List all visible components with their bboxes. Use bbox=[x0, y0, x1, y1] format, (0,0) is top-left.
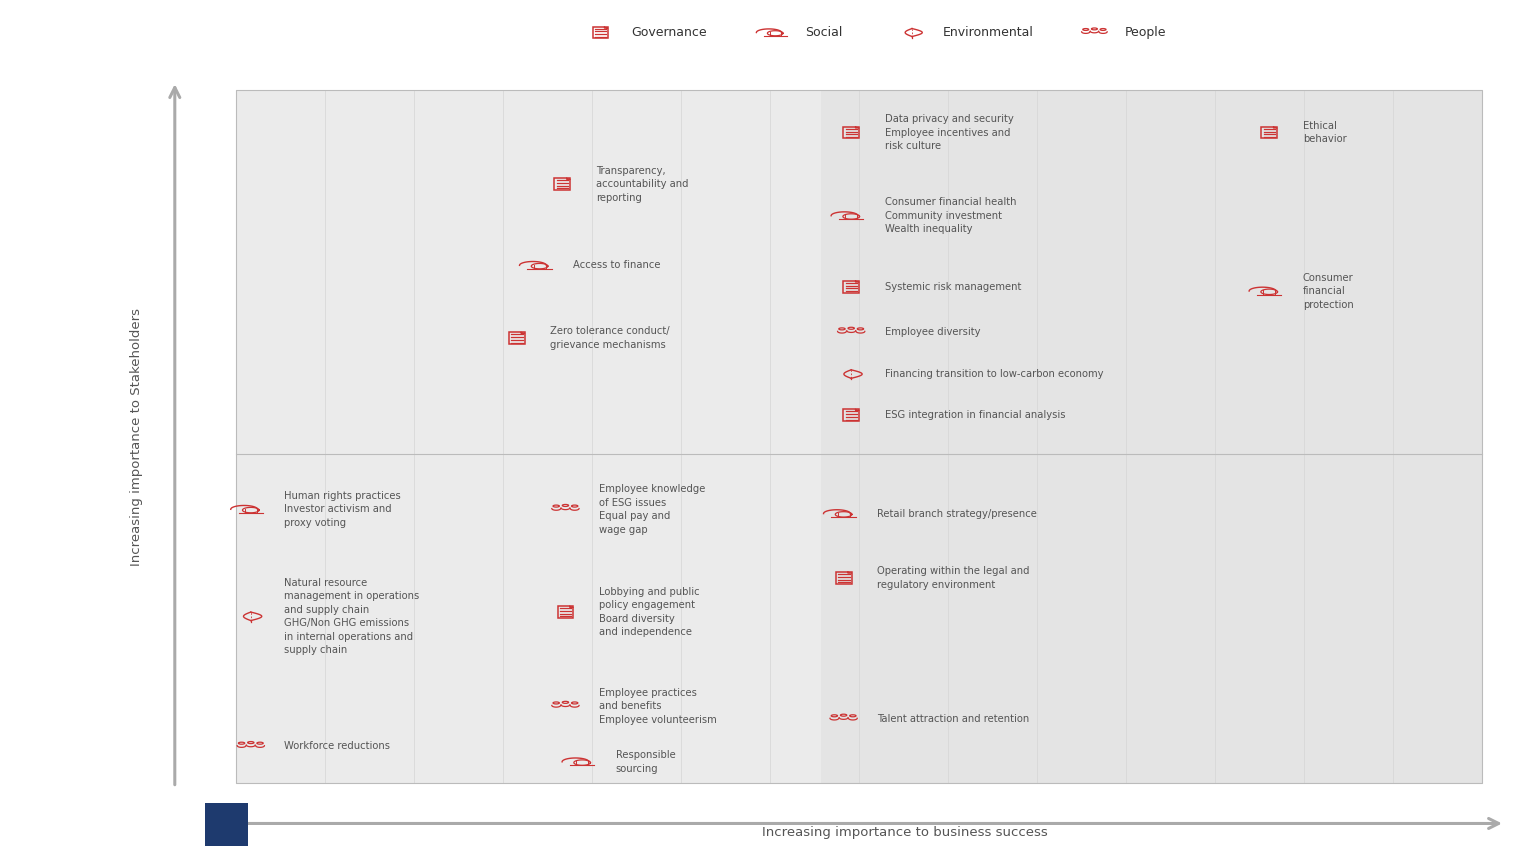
Text: Environmental: Environmental bbox=[942, 26, 1034, 39]
Text: Consumer: Consumer bbox=[1303, 272, 1353, 282]
Text: in internal operations and: in internal operations and bbox=[284, 632, 413, 641]
Text: People: People bbox=[1125, 26, 1166, 39]
Text: accountability and: accountability and bbox=[596, 179, 689, 189]
Text: Retail branch strategy/presence: Retail branch strategy/presence bbox=[877, 508, 1037, 519]
Text: GHG/Non GHG emissions: GHG/Non GHG emissions bbox=[284, 618, 409, 628]
Bar bbox=[205, 803, 248, 846]
Text: and benefits: and benefits bbox=[599, 701, 661, 711]
Text: Governance: Governance bbox=[631, 26, 707, 39]
Text: policy engagement: policy engagement bbox=[599, 600, 695, 610]
Text: Lobbying and public: Lobbying and public bbox=[599, 587, 699, 597]
Text: Increasing importance to Stakeholders: Increasing importance to Stakeholders bbox=[131, 307, 143, 566]
Text: Employee diversity: Employee diversity bbox=[885, 327, 980, 337]
Text: Access to finance: Access to finance bbox=[573, 260, 661, 270]
Text: Responsible: Responsible bbox=[616, 750, 675, 760]
Text: Operating within the legal and: Operating within the legal and bbox=[877, 566, 1029, 576]
Text: sourcing: sourcing bbox=[616, 764, 658, 774]
Text: Workforce reductions: Workforce reductions bbox=[284, 741, 391, 752]
Text: Zero tolerance conduct/: Zero tolerance conduct/ bbox=[550, 326, 670, 336]
Text: Systemic risk management: Systemic risk management bbox=[885, 282, 1021, 292]
Text: financial: financial bbox=[1303, 286, 1345, 296]
Text: Data privacy and security: Data privacy and security bbox=[885, 114, 1014, 124]
Text: Employee knowledge: Employee knowledge bbox=[599, 484, 705, 494]
Bar bbox=[821, 90, 1482, 454]
Text: Consumer financial health: Consumer financial health bbox=[885, 197, 1017, 207]
Text: and supply chain: and supply chain bbox=[284, 604, 369, 615]
Bar bbox=[236, 90, 821, 454]
Text: Talent attraction and retention: Talent attraction and retention bbox=[877, 714, 1029, 724]
Text: Employee incentives and: Employee incentives and bbox=[885, 128, 1011, 138]
Text: and independence: and independence bbox=[599, 627, 692, 637]
Text: Transparency,: Transparency, bbox=[596, 165, 666, 175]
Text: Equal pay and: Equal pay and bbox=[599, 511, 670, 521]
Text: of ESG issues: of ESG issues bbox=[599, 497, 666, 508]
Text: reporting: reporting bbox=[596, 193, 641, 203]
Text: Wealth inequality: Wealth inequality bbox=[885, 224, 973, 235]
Text: Human rights practices: Human rights practices bbox=[284, 490, 401, 501]
Text: proxy voting: proxy voting bbox=[284, 518, 347, 528]
Text: regulatory environment: regulatory environment bbox=[877, 580, 996, 590]
Text: Natural resource: Natural resource bbox=[284, 578, 368, 587]
Text: risk culture: risk culture bbox=[885, 141, 941, 152]
Bar bbox=[236, 454, 821, 783]
Text: Financing transition to low-carbon economy: Financing transition to low-carbon econo… bbox=[885, 369, 1104, 379]
Text: behavior: behavior bbox=[1303, 134, 1347, 145]
Text: Community investment: Community investment bbox=[885, 211, 1002, 221]
Text: wage gap: wage gap bbox=[599, 525, 648, 534]
Text: Increasing importance to business success: Increasing importance to business succes… bbox=[762, 826, 1047, 840]
Text: Employee volunteerism: Employee volunteerism bbox=[599, 715, 716, 725]
Bar bbox=[236, 90, 1482, 783]
Bar bbox=[821, 454, 1482, 783]
Text: supply chain: supply chain bbox=[284, 645, 348, 655]
Text: Employee practices: Employee practices bbox=[599, 687, 696, 698]
Text: Investor activism and: Investor activism and bbox=[284, 504, 392, 514]
Text: Social: Social bbox=[806, 26, 844, 39]
Text: grievance mechanisms: grievance mechanisms bbox=[550, 340, 666, 350]
Text: ESG integration in financial analysis: ESG integration in financial analysis bbox=[885, 410, 1066, 420]
Text: Ethical: Ethical bbox=[1303, 121, 1336, 131]
Text: management in operations: management in operations bbox=[284, 591, 420, 601]
Text: protection: protection bbox=[1303, 300, 1353, 310]
Text: Board diversity: Board diversity bbox=[599, 614, 675, 624]
